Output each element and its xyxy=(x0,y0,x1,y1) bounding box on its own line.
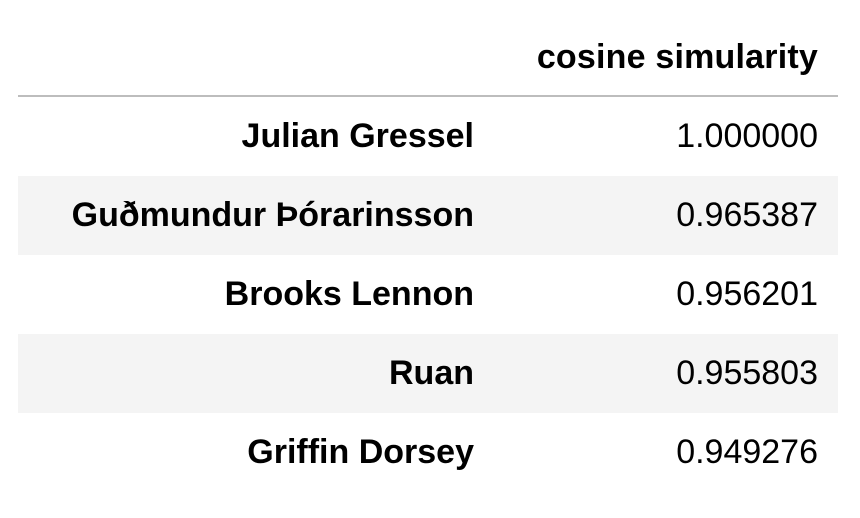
similarity-value: 0.955803 xyxy=(676,354,818,392)
similarity-value: 1.000000 xyxy=(676,117,818,155)
row-index-label: Griffin Dorsey xyxy=(247,433,474,471)
table-row: Ruan 0.955803 xyxy=(18,334,838,413)
row-index-label: Ruan xyxy=(389,354,474,392)
row-index-label: Guðmundur Þórarinsson xyxy=(71,196,474,234)
table-row: Julian Gressel 1.000000 xyxy=(18,97,838,176)
similarity-value: 0.956201 xyxy=(676,275,818,313)
row-index-label: Julian Gressel xyxy=(241,117,474,155)
table-row: Griffin Dorsey 0.949276 xyxy=(18,413,838,492)
similarity-table: cosine simularity Julian Gressel 1.00000… xyxy=(18,18,838,492)
table-row: Guðmundur Þórarinsson 0.965387 xyxy=(18,176,838,255)
table-header: cosine simularity xyxy=(18,18,838,97)
similarity-value: 0.949276 xyxy=(676,433,818,471)
table-row: Brooks Lennon 0.956201 xyxy=(18,255,838,334)
column-header-cosine-similarity: cosine simularity xyxy=(536,38,818,76)
row-index-label: Brooks Lennon xyxy=(224,275,474,313)
similarity-value: 0.965387 xyxy=(676,196,818,234)
